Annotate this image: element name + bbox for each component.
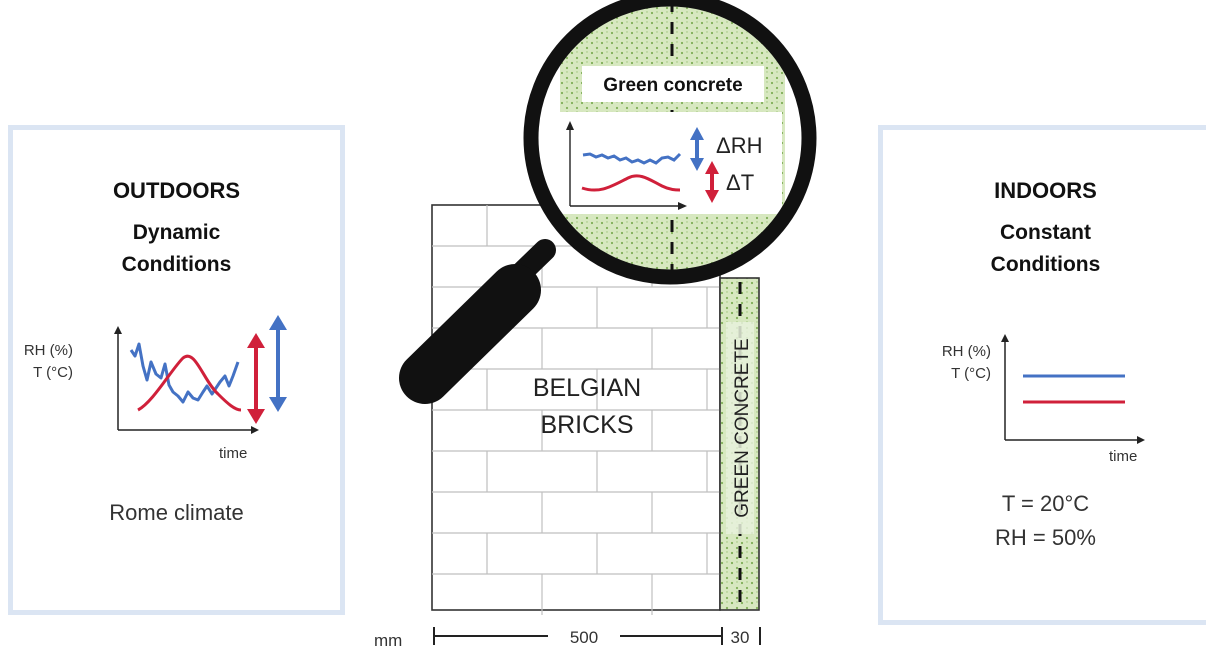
indoors-y-axis-arrow (1001, 334, 1009, 342)
indoors-y-label-t: T (°C) (951, 365, 991, 382)
outdoors-t-line (137, 354, 242, 412)
outdoors-rh-line (129, 342, 240, 404)
outdoors-t-range-arrow-bottom (247, 409, 265, 424)
indoors-subtitle-line-1: Constant (1000, 221, 1091, 244)
indoors-humidity: RH = 50% (995, 525, 1096, 550)
outdoors-rh-range-arrow-top (269, 315, 287, 330)
lens-rh-line (582, 152, 682, 165)
dimension-unit: mm (374, 631, 402, 650)
outdoors-title: OUTDOORS (112, 178, 241, 203)
indoors-panel: INDOORS Constant Conditions RH (%) T (°C… (878, 125, 1206, 625)
dimension-brick-width: 500 (570, 628, 598, 647)
indoors-x-axis-arrow (1137, 436, 1145, 444)
lens-chart-box (556, 112, 782, 214)
brick-label-line-1: BELGIAN (533, 374, 641, 402)
dimension-concrete-width: 30 (731, 628, 750, 647)
indoors-subtitle-line-2: Conditions (990, 253, 1101, 276)
green-concrete-layer: GREEN CONCRETE (719, 277, 760, 611)
outdoors-x-label: time (219, 445, 247, 462)
indoors-temperature: T = 20°C (1001, 491, 1090, 516)
outdoors-mini-chart: RH (%) T (°C) time (24, 315, 287, 462)
magnifier-handle (399, 239, 556, 404)
lens-t-line (581, 174, 681, 192)
magnifier-lens-view: Green concrete ΔRH ΔT (538, 6, 802, 270)
outdoors-y-label-rh: RH (%) (24, 342, 73, 359)
outdoors-panel: OUTDOORS Dynamic Conditions RH (%) T (°C… (8, 125, 345, 615)
outdoors-subtitle-line-2: Conditions (121, 253, 232, 276)
indoors-y-label-rh: RH (%) (942, 343, 991, 360)
magnifier-rim (523, 0, 817, 285)
indoors-title: INDOORS (994, 178, 1097, 203)
dimension-line: mm 500 30 (374, 627, 761, 650)
outdoors-rh-range-arrow-bottom (269, 397, 287, 412)
lens-title: Green concrete (603, 75, 742, 96)
outdoors-y-label-t: T (°C) (33, 364, 73, 381)
lens-delta-rh-label: ΔRH (716, 133, 762, 158)
outdoors-caption: Rome climate (109, 500, 244, 525)
brick-label-line-2: BRICKS (540, 411, 633, 439)
outdoors-x-axis-arrow (251, 426, 259, 434)
outdoors-subtitle-line-1: Dynamic (132, 221, 221, 244)
lens-delta-t-label: ΔT (726, 170, 754, 195)
indoors-mini-chart: RH (%) T (°C) time (942, 334, 1145, 465)
outdoors-y-axis-arrow (114, 326, 122, 334)
concrete-label: GREEN CONCRETE (732, 338, 753, 517)
outdoors-t-range-arrow-top (247, 333, 265, 348)
indoors-x-label: time (1109, 448, 1137, 465)
lens-title-box (582, 66, 764, 102)
